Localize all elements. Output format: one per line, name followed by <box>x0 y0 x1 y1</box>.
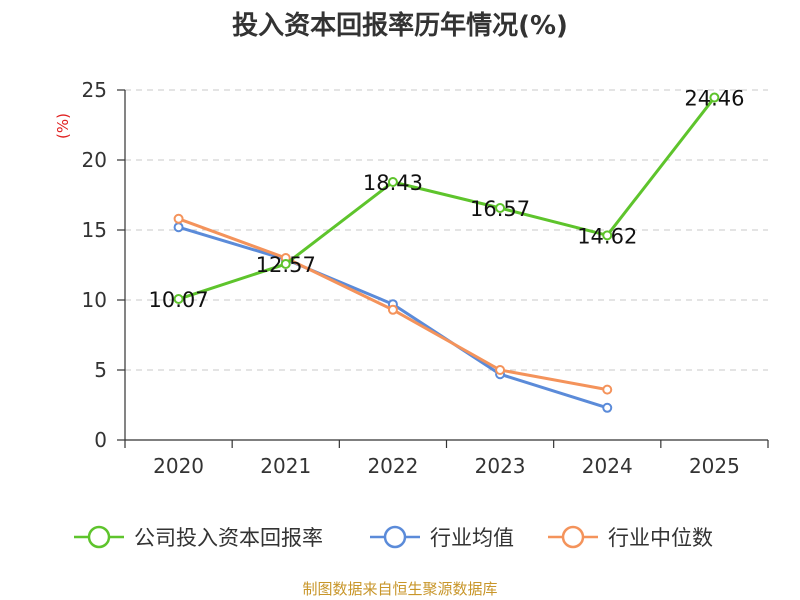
x-tick-label-2020: 2020 <box>153 454 204 478</box>
legend-label-2: 行业中位数 <box>608 526 713 550</box>
y-tick-label-10: 10 <box>82 288 107 312</box>
data-labels: 10.07 12.57 18.43 16.57 14.62 24.46 <box>149 87 745 312</box>
y-tick-label-25: 25 <box>82 78 107 102</box>
series-0-point-2020 <box>173 294 184 305</box>
legend-label-1: 行业均值 <box>430 526 514 550</box>
y-tick-label-0: 0 <box>94 428 107 452</box>
series-line-1 <box>177 225 609 410</box>
series-2-point-2024 <box>602 384 613 395</box>
series-lines <box>173 92 720 413</box>
series-0-point-2021 <box>280 259 291 270</box>
x-tick-label-2025: 2025 <box>689 454 740 478</box>
x-tick-label-2024: 2024 <box>582 454 633 478</box>
legend-marker-2 <box>561 525 585 549</box>
x-tick-label-2022: 2022 <box>367 454 418 478</box>
chart-title: 投入资本回报率历年情况(%) <box>232 10 568 41</box>
legend-item-0[interactable]: 公司投入资本回报率 <box>74 525 323 550</box>
y-axis-unit-label: (%) <box>54 113 72 139</box>
data-label-2020: 10.07 <box>149 288 209 312</box>
series-line-0 <box>177 96 716 301</box>
legend-marker-1 <box>383 525 407 549</box>
x-tick-label-2023: 2023 <box>475 454 526 478</box>
series-0-point-2025 <box>709 92 720 103</box>
grid-lines <box>125 89 768 371</box>
data-label-2021: 12.57 <box>256 253 316 277</box>
x-tick-label-2021: 2021 <box>260 454 311 478</box>
y-tick-label-5: 5 <box>94 358 107 382</box>
data-label-2025: 24.46 <box>684 87 744 111</box>
axes <box>124 90 768 441</box>
series-2-point-2023 <box>495 365 506 375</box>
data-label-2023: 16.57 <box>470 197 530 221</box>
series-0-point-2022 <box>387 176 398 187</box>
legend-label-0: 公司投入资本回报率 <box>134 526 323 550</box>
x-axis-ticks: 2020 2021 2022 2023 2024 2025 <box>124 440 769 478</box>
legend-marker-0 <box>87 525 111 549</box>
y-axis-ticks: 0 5 10 15 20 25 <box>82 78 125 452</box>
series-0-point-2023 <box>495 203 506 214</box>
series-1-point-2024 <box>602 402 613 413</box>
legend[interactable]: 公司投入资本回报率 行业均值 行业中位数 <box>74 525 713 550</box>
data-label-2022: 18.43 <box>363 171 423 195</box>
data-label-2024: 14.62 <box>577 224 637 248</box>
series-2-point-2022 <box>387 304 398 315</box>
legend-item-2[interactable]: 行业中位数 <box>548 525 713 550</box>
source-note: 制图数据来自恒生聚源数据库 <box>302 580 497 598</box>
y-tick-label-20: 20 <box>82 148 107 172</box>
y-tick-label-15: 15 <box>82 218 107 242</box>
series-1-point-2020 <box>173 222 184 233</box>
series-2-point-2020 <box>173 213 184 224</box>
series-0-point-2024 <box>602 230 613 241</box>
legend-item-1[interactable]: 行业均值 <box>370 525 514 550</box>
